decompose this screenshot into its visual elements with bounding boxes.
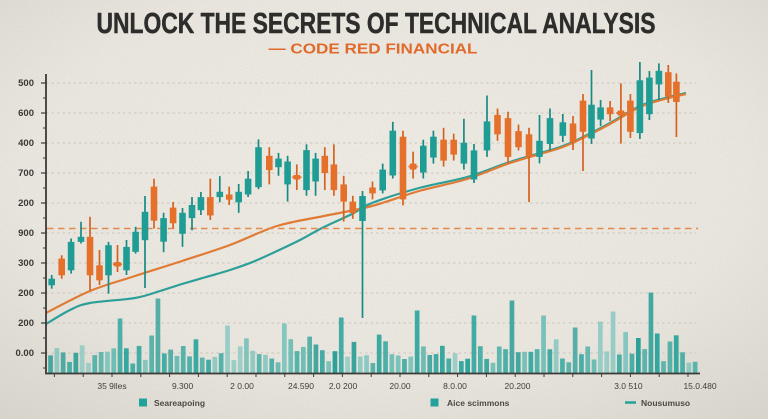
svg-text:Seareapoing: Seareapoing [154,398,205,408]
svg-text:0.00: 0.00 [16,348,35,359]
svg-text:35 9lles: 35 9lles [97,381,126,391]
svg-text:200: 200 [18,318,34,329]
svg-text:700: 700 [18,168,34,179]
svg-text:24.590: 24.590 [288,381,314,391]
svg-text:20.200: 20.200 [505,381,531,391]
svg-text:— CODE RED FINANCIAL: — CODE RED FINANCIAL [269,42,478,58]
svg-text:Aice scimmons: Aice scimmons [447,398,510,408]
svg-text:3.0 510: 3.0 510 [614,381,643,391]
svg-text:UNLOCK THE SECRETS OF TECHNICA: UNLOCK THE SECRETS OF TECHNICAL ANALYSIS [97,8,656,40]
svg-text:8.0.00: 8.0.00 [443,381,467,391]
svg-text:400: 400 [18,138,34,149]
svg-text:20.00: 20.00 [389,381,411,391]
svg-text:600: 600 [18,108,34,119]
svg-text:Nousumuso: Nousumuso [641,398,690,408]
svg-text:500: 500 [18,78,34,89]
svg-text:2.0 200: 2.0 200 [329,381,358,391]
svg-text:2 0.00: 2 0.00 [230,381,254,391]
svg-text:200: 200 [18,288,34,299]
svg-text:9.300: 9.300 [172,381,194,391]
svg-text:900: 900 [18,228,34,239]
svg-text:200: 200 [18,198,34,209]
svg-text:15.0.480: 15.0.480 [683,381,716,391]
svg-text:300: 300 [18,258,34,269]
